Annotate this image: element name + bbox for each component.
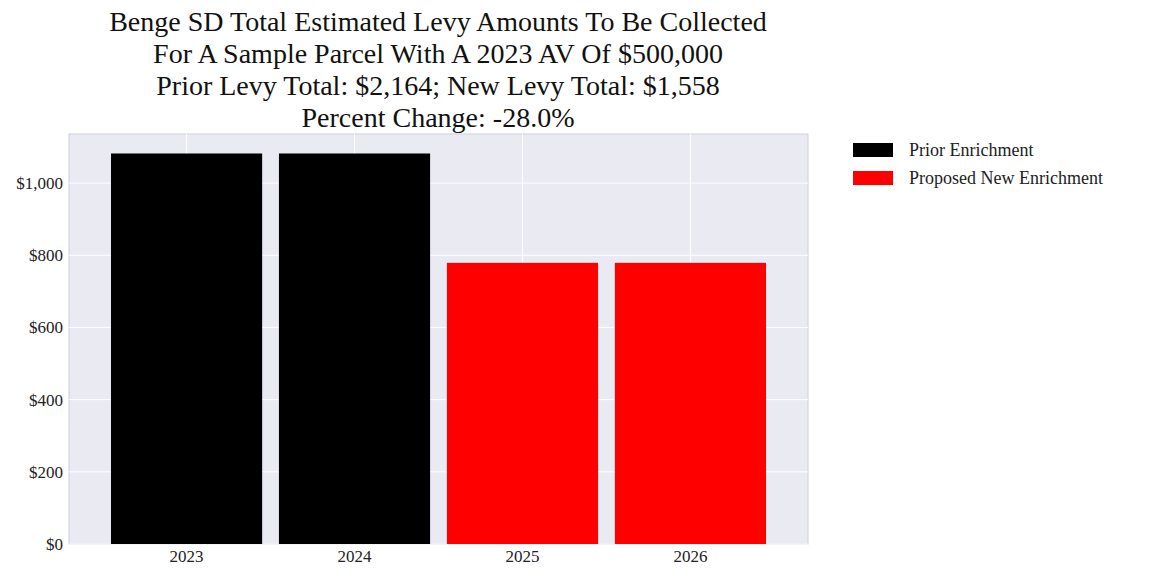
y-tick-label: $600	[29, 318, 63, 337]
y-tick-label: $1,000	[16, 174, 63, 193]
bars	[111, 153, 766, 544]
legend-label: Prior Enrichment	[909, 140, 1033, 160]
legend-swatch	[853, 171, 893, 185]
y-tick-label: $200	[29, 463, 63, 482]
y-tick-label: $400	[29, 391, 63, 410]
title-line: Benge SD Total Estimated Levy Amounts To…	[109, 6, 767, 37]
title-line: For A Sample Parcel With A 2023 AV Of $5…	[153, 38, 723, 69]
title-line: Prior Levy Total: $2,164; New Levy Total…	[156, 70, 720, 101]
legend-swatch	[853, 143, 893, 157]
x-tick-label: 2026	[673, 547, 707, 566]
y-tick-label: $800	[29, 246, 63, 265]
x-tick-label: 2023	[170, 547, 204, 566]
legend-label: Proposed New Enrichment	[909, 168, 1103, 188]
bar	[447, 263, 598, 544]
title: Benge SD Total Estimated Levy Amounts To…	[109, 6, 767, 133]
bar	[279, 153, 430, 544]
chart: $0 $200 $400 $600 $800 $1,000 2023 2024 2025 2026…	[0, 0, 1152, 576]
y-tick-label: $0	[46, 535, 63, 554]
bar	[615, 263, 766, 544]
title-line: Percent Change: -28.0%	[302, 102, 575, 133]
bar	[111, 153, 262, 544]
plot-area	[69, 134, 808, 544]
x-tick-label: 2025	[505, 547, 539, 566]
x-tick-label: 2024	[338, 547, 373, 566]
